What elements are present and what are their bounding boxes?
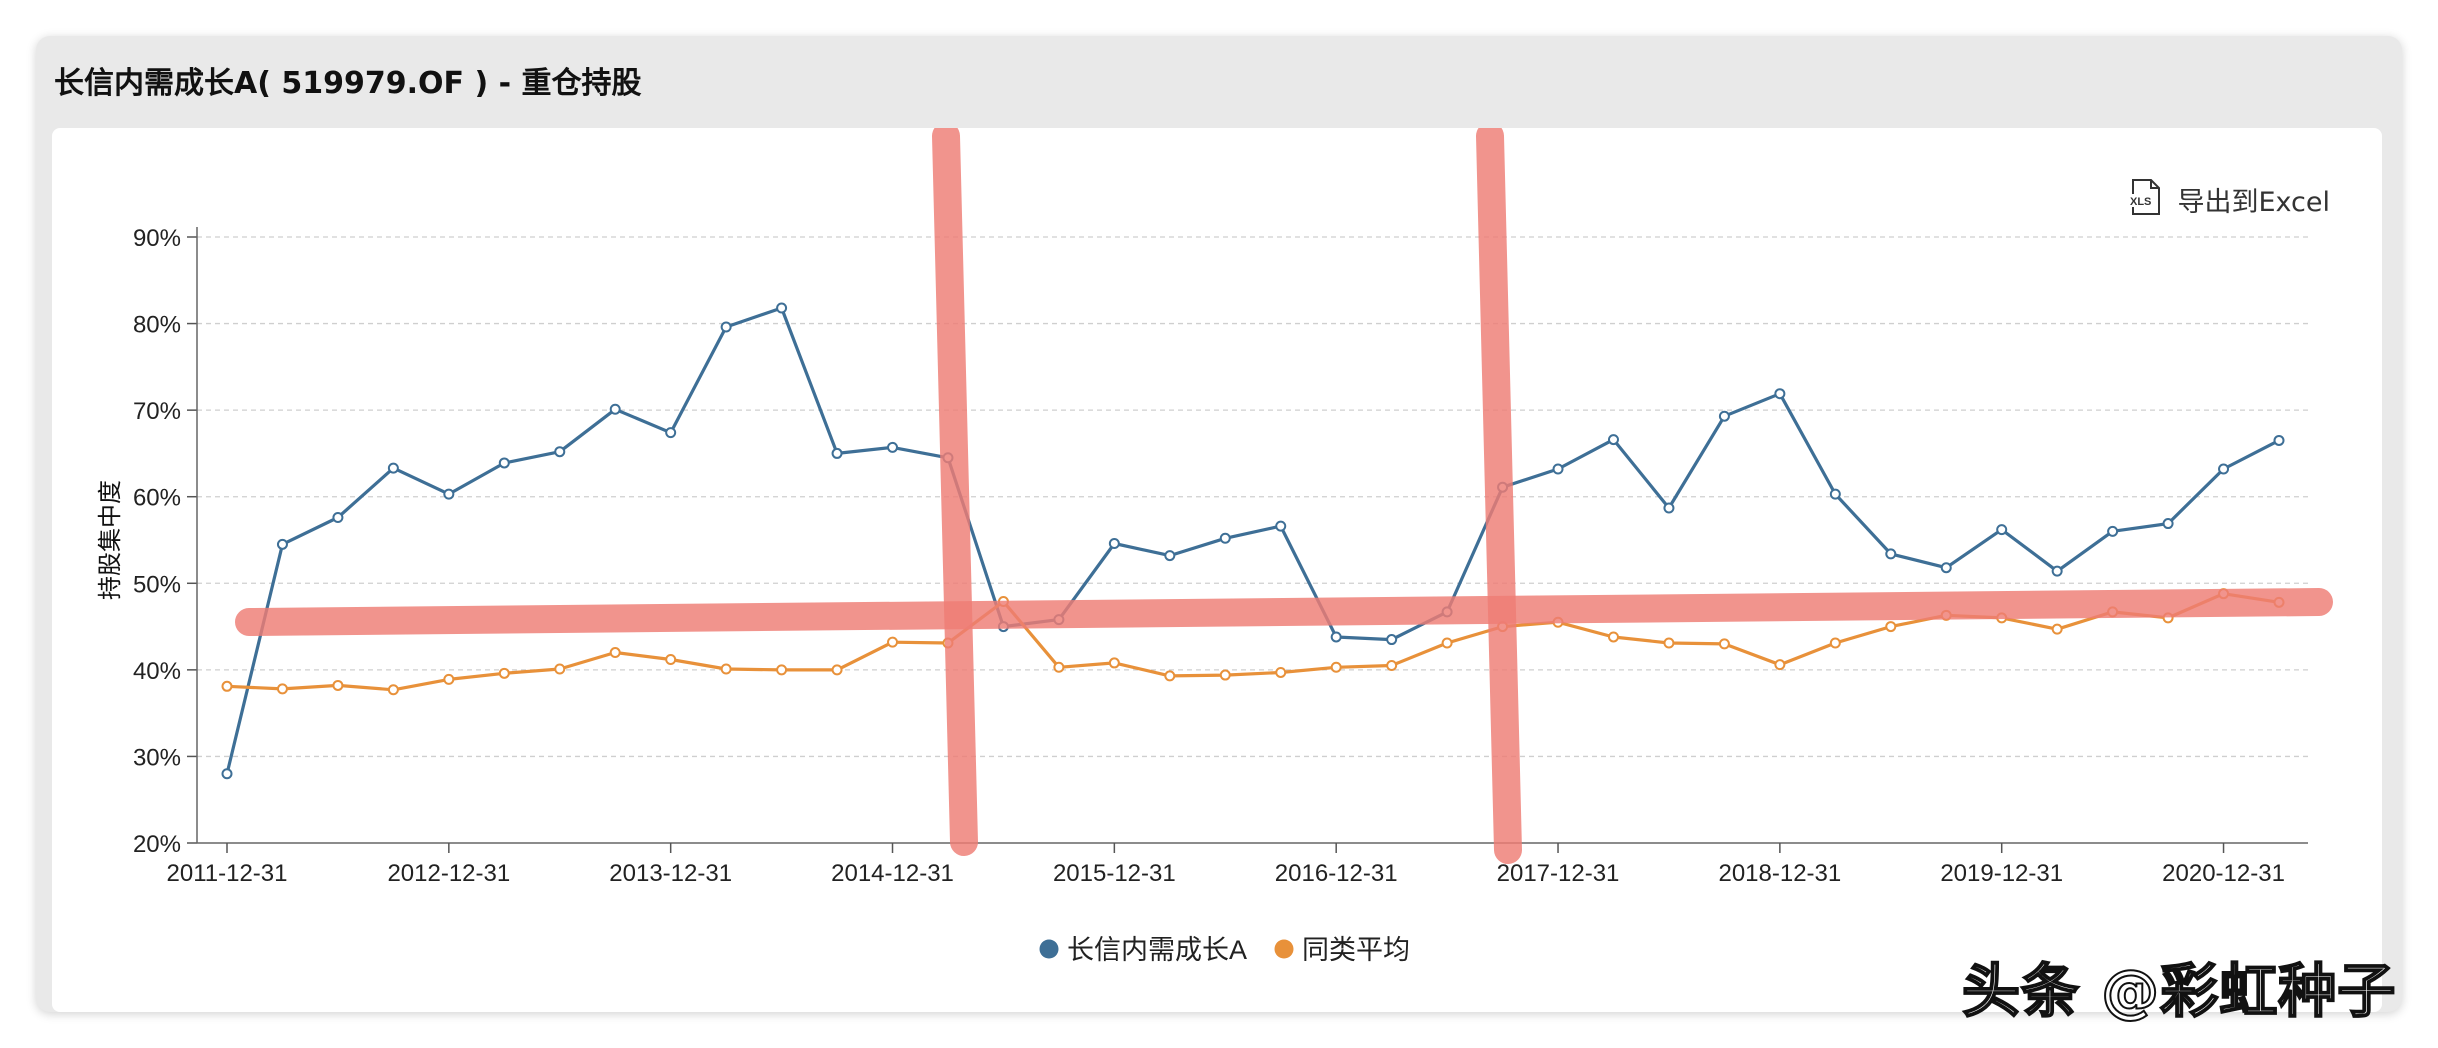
- legend-marker: [1039, 939, 1059, 959]
- data-point: [1108, 537, 1120, 549]
- data-point: [1275, 666, 1287, 678]
- data-point: [1275, 520, 1287, 532]
- data-point: [887, 636, 899, 648]
- data-point: [1386, 634, 1398, 646]
- data-point: [1774, 659, 1786, 671]
- data-point: [1663, 637, 1675, 649]
- y-tick-label: 50%: [133, 571, 181, 598]
- holdings-panel: 长信内需成长A( 519979.OF ) - 重仓持股 XLS 导出到Excel…: [36, 36, 2402, 1012]
- data-point: [1164, 670, 1176, 682]
- data-point: [2218, 463, 2230, 475]
- y-tick-label: 70%: [133, 398, 181, 425]
- legend-marker: [1274, 939, 1294, 959]
- data-point: [1663, 502, 1675, 514]
- chart-card: XLS 导出到Excel 20% 30% 40% 50% 60% 70% 80% 90% 持股集…: [52, 128, 2382, 1012]
- data-point: [1774, 388, 1786, 400]
- data-point: [332, 679, 344, 691]
- annotation-vertical-stroke-1: [932, 128, 978, 856]
- x-tick-label: 2014-12-31: [831, 860, 954, 887]
- data-point: [831, 664, 843, 676]
- data-point: [720, 321, 732, 333]
- data-point: [609, 647, 621, 659]
- data-point: [2273, 434, 2285, 446]
- data-point: [443, 673, 455, 685]
- data-point: [720, 663, 732, 675]
- x-tick-label: 2016-12-31: [1275, 860, 1398, 887]
- svg-text:XLS: XLS: [2130, 196, 2151, 208]
- data-point: [1607, 434, 1619, 446]
- data-point: [276, 683, 288, 695]
- x-tick-label: 2015-12-31: [1053, 860, 1176, 887]
- legend-label: 同类平均: [1302, 935, 1410, 965]
- data-point: [221, 768, 233, 780]
- y-tick-label: 30%: [133, 744, 181, 771]
- y-axis-title: 持股集中度: [97, 480, 124, 600]
- x-tick-label: 2020-12-31: [2162, 860, 2285, 887]
- y-tick-label: 40%: [133, 658, 181, 685]
- series-line-0: [225, 306, 2280, 775]
- data-point: [387, 462, 399, 474]
- y-tick-label: 80%: [133, 312, 181, 339]
- data-point: [1330, 631, 1342, 643]
- data-point: [498, 667, 510, 679]
- data-point: [1829, 637, 1841, 649]
- data-point: [887, 441, 899, 453]
- line-chart: 20% 30% 40% 50% 60% 70% 80% 90% 持股集中度 2011-12-31 2…: [97, 128, 2333, 965]
- data-point: [221, 680, 233, 692]
- x-tick-label: 2013-12-31: [609, 860, 732, 887]
- x-tick-label: 2012-12-31: [387, 860, 510, 887]
- data-point: [1885, 621, 1897, 633]
- y-tick-label: 90%: [133, 225, 181, 252]
- data-point: [776, 664, 788, 676]
- y-tick-label: 60%: [133, 485, 181, 512]
- data-point: [1053, 661, 1065, 673]
- panel-title: 长信内需成长A( 519979.OF ) - 重仓持股: [54, 66, 642, 101]
- data-point: [387, 684, 399, 696]
- data-point: [1940, 562, 1952, 574]
- data-point: [1552, 463, 1564, 475]
- data-point: [1330, 661, 1342, 673]
- data-point: [554, 446, 566, 458]
- data-point: [332, 511, 344, 523]
- data-point: [1386, 660, 1398, 672]
- data-point: [1885, 548, 1897, 560]
- export-excel-button[interactable]: XLS 导出到Excel: [2127, 178, 2330, 220]
- x-tick-label: 2011-12-31: [167, 860, 288, 887]
- annotation-horizontal-stroke: [235, 588, 2333, 636]
- data-point: [831, 447, 843, 459]
- data-point: [776, 302, 788, 314]
- xls-file-icon: XLS: [2127, 178, 2163, 220]
- data-point: [1718, 638, 1730, 650]
- data-point: [443, 488, 455, 500]
- data-point: [1441, 637, 1453, 649]
- data-point: [665, 427, 677, 439]
- data-point: [2107, 525, 2119, 537]
- x-tick-label: 2019-12-31: [1940, 860, 2063, 887]
- data-point: [2051, 623, 2063, 635]
- data-point: [1164, 550, 1176, 562]
- data-point: [1829, 488, 1841, 500]
- legend-label: 长信内需成长A: [1067, 935, 1247, 965]
- data-point: [2162, 518, 2174, 530]
- data-point: [1607, 631, 1619, 643]
- x-tick-label: 2018-12-31: [1718, 860, 1841, 887]
- export-label: 导出到Excel: [2177, 186, 2330, 218]
- data-point: [498, 457, 510, 469]
- x-tick-label: 2017-12-31: [1497, 860, 1620, 887]
- data-point: [1219, 669, 1231, 681]
- watermark: 头条 @彩虹种子: [1961, 956, 2397, 1026]
- y-tick-label: 20%: [133, 831, 181, 858]
- data-point: [609, 403, 621, 415]
- data-point: [1108, 657, 1120, 669]
- data-point: [554, 663, 566, 675]
- data-point: [276, 538, 288, 550]
- data-point: [2051, 565, 2063, 577]
- data-point: [1996, 524, 2008, 536]
- data-point: [1219, 532, 1231, 544]
- data-point: [665, 653, 677, 665]
- data-point: [1718, 410, 1730, 422]
- annotation-vertical-stroke-2: [1476, 128, 1522, 864]
